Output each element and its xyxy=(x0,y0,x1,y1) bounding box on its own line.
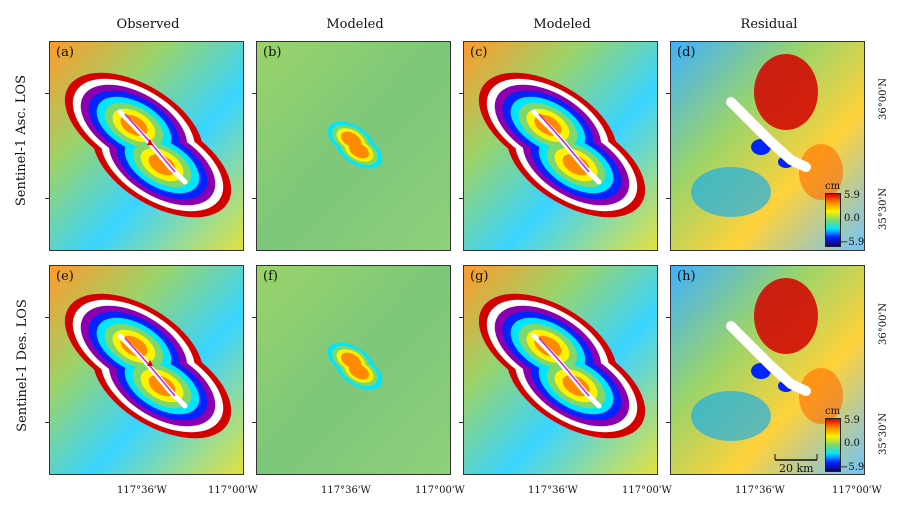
column-title-residual: Residual xyxy=(740,17,798,32)
panel-label-g: (g) xyxy=(470,269,489,284)
colorbar-top-unit: cm xyxy=(825,181,841,192)
axis-tick-mark xyxy=(666,317,670,318)
x-tick-117-00-col1: 117°00'W xyxy=(208,485,258,496)
column-title-modeled-2: Modeled xyxy=(533,17,591,32)
colorbar-bottom-max: 5.9 xyxy=(844,415,860,426)
colorbar-top-min: −5.9 xyxy=(840,237,865,248)
axis-tick-mark xyxy=(252,198,256,199)
colorbar-bottom-min: −5.9 xyxy=(840,462,865,473)
axis-tick-mark xyxy=(45,93,49,94)
y-tick-35-30-top: 35°30'N xyxy=(878,188,889,230)
panel-label-h: (h) xyxy=(677,269,696,284)
x-tick-117-00-col3: 117°00'W xyxy=(622,485,672,496)
axis-tick-mark xyxy=(459,198,463,199)
scale-bar-label: 20 km xyxy=(779,462,814,475)
axis-tick-mark xyxy=(45,198,49,199)
column-title-modeled-1: Modeled xyxy=(326,17,384,32)
axis-tick-mark xyxy=(45,422,49,423)
x-tick-117-00-col2: 117°00'W xyxy=(415,485,465,496)
panel-g: (g) xyxy=(463,265,658,475)
axis-tick-mark xyxy=(666,422,670,423)
scale-bar xyxy=(774,454,818,461)
row-label-ascending: Sentinel-1 Asc. LOS xyxy=(14,74,30,206)
panel-b: (b) xyxy=(256,41,451,251)
colorbar-bottom-mid: 0.0 xyxy=(844,438,860,449)
panel-label-b: (b) xyxy=(263,45,282,60)
colorbar-top xyxy=(825,193,841,247)
y-tick-35-30-bottom: 35°30'N xyxy=(878,413,889,455)
panel-label-e: (e) xyxy=(56,269,74,284)
colorbar-top-mid: 0.0 xyxy=(844,213,860,224)
axis-tick-mark xyxy=(459,317,463,318)
axis-tick-mark xyxy=(252,317,256,318)
colorbar-bottom xyxy=(825,418,841,472)
axis-tick-mark xyxy=(666,198,670,199)
x-tick-117-36-col1: 117°36'W xyxy=(117,485,167,496)
axis-tick-mark xyxy=(459,93,463,94)
x-tick-117-00-col4: 117°00'W xyxy=(832,485,882,496)
axis-tick-mark xyxy=(666,93,670,94)
panel-f: (f) xyxy=(256,265,451,475)
panel-e: (e) xyxy=(49,265,244,475)
panel-h: (h) xyxy=(670,265,865,475)
x-tick-117-36-col2: 117°36'W xyxy=(321,485,371,496)
colorbar-top-max: 5.9 xyxy=(844,190,860,201)
panel-label-f: (f) xyxy=(263,269,278,284)
panel-c: (c) xyxy=(463,41,658,251)
axis-tick-mark xyxy=(45,317,49,318)
colorbar-bottom-unit: cm xyxy=(825,406,841,417)
x-tick-117-36-col4: 117°36'W xyxy=(735,485,785,496)
y-tick-36-00-top: 36°00'N xyxy=(878,78,889,120)
axis-tick-mark xyxy=(252,422,256,423)
panel-label-c: (c) xyxy=(470,45,488,60)
panel-label-a: (a) xyxy=(56,45,74,60)
row-label-descending: Sentinel-1 Des. LOS xyxy=(14,298,30,432)
axis-tick-mark xyxy=(252,93,256,94)
column-title-observed: Observed xyxy=(116,17,180,32)
panel-label-d: (d) xyxy=(677,45,696,60)
x-tick-117-36-col3: 117°36'W xyxy=(528,485,578,496)
y-tick-36-00-bottom: 36°00'N xyxy=(878,303,889,345)
panel-a: (a) xyxy=(49,41,244,251)
axis-tick-mark xyxy=(459,422,463,423)
